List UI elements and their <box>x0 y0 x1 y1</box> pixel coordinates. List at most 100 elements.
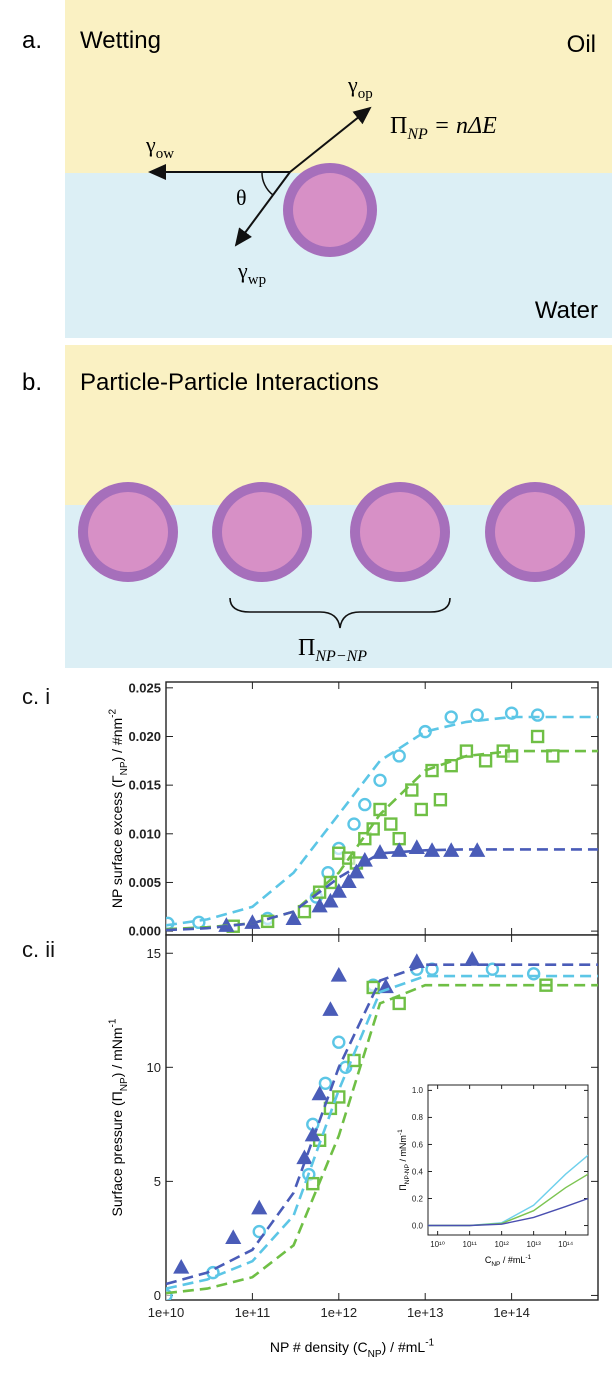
y-tick-label: 0.015 <box>128 778 161 793</box>
label-part: Surface pressure (Π <box>109 1091 125 1216</box>
point <box>470 708 484 722</box>
y-tick-label: 15 <box>147 946 161 961</box>
axis-label: CNP / #mL-1 <box>485 1254 532 1268</box>
point <box>306 1176 320 1191</box>
point <box>433 793 448 807</box>
point <box>478 754 493 768</box>
data-layer <box>166 951 598 1300</box>
data-layer <box>428 1154 588 1227</box>
point <box>311 1085 328 1101</box>
symbol: γ <box>347 72 358 97</box>
panel-label: b. <box>22 369 42 396</box>
particle-core <box>293 173 367 247</box>
axis-label: Surface pressure (ΠNP) / mNm-1 <box>108 1018 130 1216</box>
point <box>373 773 387 787</box>
label-part: NP <box>491 1261 500 1268</box>
point <box>405 783 419 797</box>
equation: ΠNP = nΔE <box>390 113 497 143</box>
x-tick-label: 1e+12 <box>321 1305 358 1320</box>
symbol: γ <box>145 132 156 157</box>
particle-core <box>495 492 575 572</box>
label-part: NP # density (C <box>270 1339 368 1355</box>
y-tick-label: 0.005 <box>128 875 161 890</box>
point <box>530 729 545 744</box>
point <box>485 962 500 976</box>
y-tick-label: 0.0 <box>412 1221 424 1230</box>
y-tick-label: 0.6 <box>412 1140 424 1149</box>
fit-line <box>428 1197 588 1227</box>
y-tick-label: 0.4 <box>412 1167 424 1176</box>
brace <box>229 597 451 629</box>
axis-label: NP # density (CNP) / #mL-1 <box>270 1338 435 1360</box>
arrow <box>289 106 372 173</box>
particles <box>78 482 585 582</box>
y-tick-label: 0.2 <box>412 1194 424 1203</box>
point <box>322 1001 339 1016</box>
label-part: NP-NP <box>404 1164 411 1184</box>
axis-label: NP surface excess (ΓNP) / #nm-2 <box>108 708 130 908</box>
oil-phase <box>65 0 612 173</box>
point <box>366 822 380 836</box>
oil-phase <box>65 345 612 505</box>
point <box>347 817 361 831</box>
y-tick-label: 0.020 <box>128 729 161 744</box>
fit-line <box>166 963 598 1286</box>
label-part: ) / mNm <box>109 1027 125 1077</box>
point <box>546 749 560 763</box>
point <box>322 892 339 908</box>
y-tick-label: 1.0 <box>412 1086 424 1095</box>
data-layer <box>166 706 598 933</box>
point <box>444 710 458 724</box>
tension-label: γwp <box>237 258 266 288</box>
arrow <box>234 171 291 247</box>
x-tick-label: 10¹² <box>495 1240 510 1249</box>
fit-line <box>166 983 598 1295</box>
panel-title: Particle-Particle Interactions <box>80 369 379 396</box>
y-tick-label: 0.010 <box>128 826 161 841</box>
plot-area <box>427 1084 589 1236</box>
symbol: Π <box>390 113 407 139</box>
x-tick-label: 10¹¹ <box>463 1240 478 1249</box>
symbol: γ <box>237 258 248 283</box>
x-tick-label: 1e+11 <box>235 1305 271 1320</box>
label-part: / mNm <box>398 1135 408 1164</box>
tension-label: γow <box>145 132 174 162</box>
axis-label: ΠNP-NP / mNm-1 <box>397 1129 411 1191</box>
point <box>348 863 365 879</box>
label-part: NP <box>368 1349 382 1360</box>
point <box>260 914 275 929</box>
point <box>414 802 428 817</box>
tension-label: γop <box>347 72 373 102</box>
point <box>384 817 398 831</box>
point <box>332 1035 346 1049</box>
panel-label: c. ii <box>22 937 55 962</box>
chart: 0 5 10 15 1e+10 1e+11 1e+12 1e+13 1e+14 c. ii <box>22 934 599 1320</box>
label-part: NP <box>119 1077 130 1091</box>
label-part: NP <box>119 761 130 775</box>
point <box>332 1090 346 1104</box>
point <box>330 883 347 898</box>
y-tick-label: 0.000 <box>128 924 161 939</box>
point <box>358 831 372 846</box>
fit-line <box>166 974 598 1290</box>
phase-label: Water <box>535 297 598 324</box>
y-tick-label: 0 <box>154 1288 161 1303</box>
point <box>392 996 406 1011</box>
fit-line <box>166 848 598 932</box>
particle-core <box>88 492 168 572</box>
angle-arc <box>261 171 274 196</box>
chart: 0.000 0.005 0.010 0.015 0.020 0.025 c. i <box>22 680 599 939</box>
point <box>340 873 357 889</box>
point <box>530 708 545 722</box>
label-part: Π <box>398 1184 408 1191</box>
label-part: ) / #mL <box>382 1339 426 1355</box>
label-part: -2 <box>108 708 119 717</box>
panel-title: Wetting <box>80 27 161 54</box>
chart: 0.0 0.2 0.4 0.6 0.8 1.0 10¹⁰ 10¹¹ 10¹² 10¹³ 10¹⁴ <box>412 1084 589 1249</box>
subscript: NP−NP <box>314 648 367 665</box>
y-tick-label: 0.8 <box>412 1113 424 1122</box>
point <box>225 1229 242 1245</box>
subscript: NP <box>406 126 428 143</box>
point <box>173 1258 190 1274</box>
subscript: op <box>358 86 373 102</box>
